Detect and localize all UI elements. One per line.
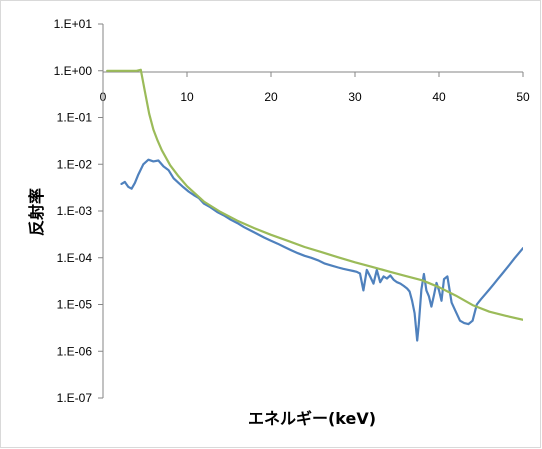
x-tick-label: 50: [516, 90, 530, 104]
x-axis-title: エネルギー(keV): [248, 409, 376, 428]
x-tick-label: 40: [432, 90, 446, 104]
y-tick-label: 1.E+00: [54, 64, 93, 78]
x-tick-label: 20: [264, 90, 278, 104]
y-tick-label: 1.E-03: [57, 204, 93, 218]
y-tick-label: 1.E+01: [54, 17, 93, 31]
y-axis-title: 反射率: [27, 188, 46, 236]
y-tick-label: 1.E-07: [57, 391, 93, 405]
y-tick-label: 1.E-04: [57, 251, 93, 265]
y-tick-label: 1.E-02: [57, 157, 93, 171]
y-tick-label: 1.E-01: [57, 111, 93, 125]
y-tick-label: 1.E-05: [57, 298, 93, 312]
x-tick-label: 30: [348, 90, 362, 104]
y-tick-label: 1.E-06: [57, 344, 93, 358]
x-tick-label: 10: [180, 90, 194, 104]
